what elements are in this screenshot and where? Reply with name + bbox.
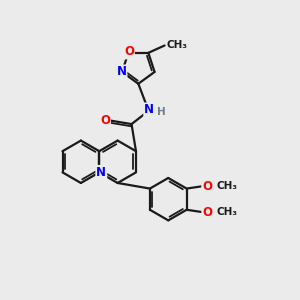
Text: O: O: [202, 206, 212, 219]
Text: N: N: [96, 166, 106, 179]
Text: CH₃: CH₃: [217, 207, 238, 217]
Text: O: O: [124, 46, 134, 59]
Text: O: O: [100, 114, 110, 127]
Text: CH₃: CH₃: [166, 40, 187, 50]
Text: N: N: [144, 103, 154, 116]
Text: N: N: [116, 65, 127, 78]
Text: CH₃: CH₃: [217, 181, 238, 191]
Text: O: O: [202, 180, 212, 193]
Text: H: H: [157, 107, 166, 117]
